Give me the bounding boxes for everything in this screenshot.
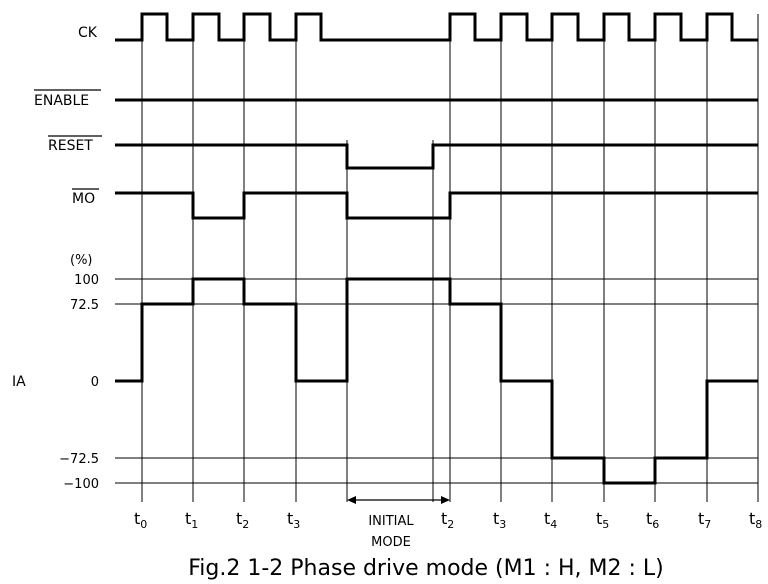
ia-tick-72-5: 72.5 (70, 298, 99, 313)
ia-level-lines (115, 278, 758, 484)
initial-mode-label-line2: MODE (371, 535, 411, 550)
time-label-t2: t2 (236, 509, 249, 531)
initial-mode-label-line1: INITIAL (368, 514, 414, 529)
time-label-t2b: t2 (441, 509, 454, 531)
time-label-t5: t5 (596, 509, 609, 531)
reset-label: RESET (48, 138, 93, 154)
time-label-t7: t7 (698, 509, 711, 531)
ia-tick-minus-72-5: −72.5 (59, 452, 99, 467)
ia-trace (115, 277, 758, 485)
ia-tick-0: 0 (91, 375, 99, 390)
arrow-right-head (441, 496, 450, 504)
time-labels: t0 t1 t2 t3 t2 t3 t4 t5 t6 t7 t8 (134, 509, 762, 531)
ia-unit-label: (%) (70, 253, 93, 268)
enable-label: ENABLE (34, 93, 89, 109)
ia-tick-minus-100: −100 (63, 477, 99, 492)
mo-trace (115, 191, 758, 220)
ck-trace (115, 12, 758, 42)
ia-label: IA (12, 374, 26, 390)
initial-mode-arrow (347, 496, 450, 504)
time-label-t8: t8 (749, 509, 762, 531)
reset-trace (115, 143, 758, 170)
ia-tick-100: 100 (74, 273, 99, 288)
ck-label: CK (78, 25, 98, 41)
time-label-t0: t0 (134, 509, 147, 531)
figure-caption: Fig.2 1-2 Phase drive mode (M1 : H, M2 :… (188, 556, 663, 581)
time-label-t3: t3 (287, 509, 300, 531)
time-grid (141, 14, 759, 502)
time-label-t1: t1 (185, 509, 198, 531)
time-label-t4: t4 (544, 509, 557, 531)
time-label-t6: t6 (646, 509, 659, 531)
time-label-t3b: t3 (493, 509, 506, 531)
arrow-left-head (347, 496, 356, 504)
mo-label: MO (72, 191, 95, 207)
